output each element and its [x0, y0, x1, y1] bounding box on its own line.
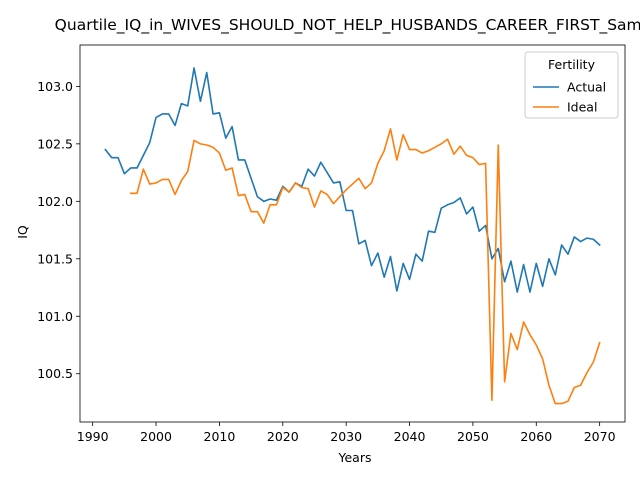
legend: Fertility Actual Ideal [524, 51, 619, 119]
x-tick-label: 2000 [140, 429, 172, 444]
y-axis-ticks: 100.5 101.0 101.5 102.0 102.5 103.0 [37, 79, 80, 381]
x-tick-label: 2050 [457, 429, 489, 444]
y-tick-label: 103.0 [37, 79, 73, 94]
x-tick-label: 1990 [77, 429, 109, 444]
x-axis-label: Years [338, 450, 372, 465]
y-axis-label: IQ [15, 225, 30, 239]
x-tick-label: 2020 [267, 429, 299, 444]
legend-box [524, 51, 619, 119]
x-tick-label: 2040 [394, 429, 426, 444]
legend-label-ideal: Ideal [567, 100, 597, 115]
y-tick-label: 100.5 [37, 366, 73, 381]
axes-spines [79, 44, 626, 423]
y-tick-label: 102.0 [37, 194, 73, 209]
y-tick-label: 101.5 [37, 251, 73, 266]
y-tick-label: 101.0 [37, 309, 73, 324]
legend-label-actual: Actual [567, 80, 606, 95]
x-tick-label: 2010 [204, 429, 236, 444]
series-line-ideal [129, 128, 601, 405]
y-tick-label: 102.5 [37, 136, 73, 151]
series-lines [104, 67, 601, 405]
x-tick-label: 2070 [584, 429, 616, 444]
axes-frame [79, 44, 626, 423]
chart-title: Quartile_IQ_in_WIVES_SHOULD_NOT_HELP_HUS… [55, 16, 640, 35]
legend-title: Fertility [548, 57, 596, 72]
x-tick-label: 2030 [330, 429, 362, 444]
x-tick-label: 2060 [520, 429, 552, 444]
series-line-actual [104, 67, 601, 293]
x-axis-ticks: 1990 2000 2010 2020 2030 2040 2050 2060 2070 [77, 422, 616, 444]
